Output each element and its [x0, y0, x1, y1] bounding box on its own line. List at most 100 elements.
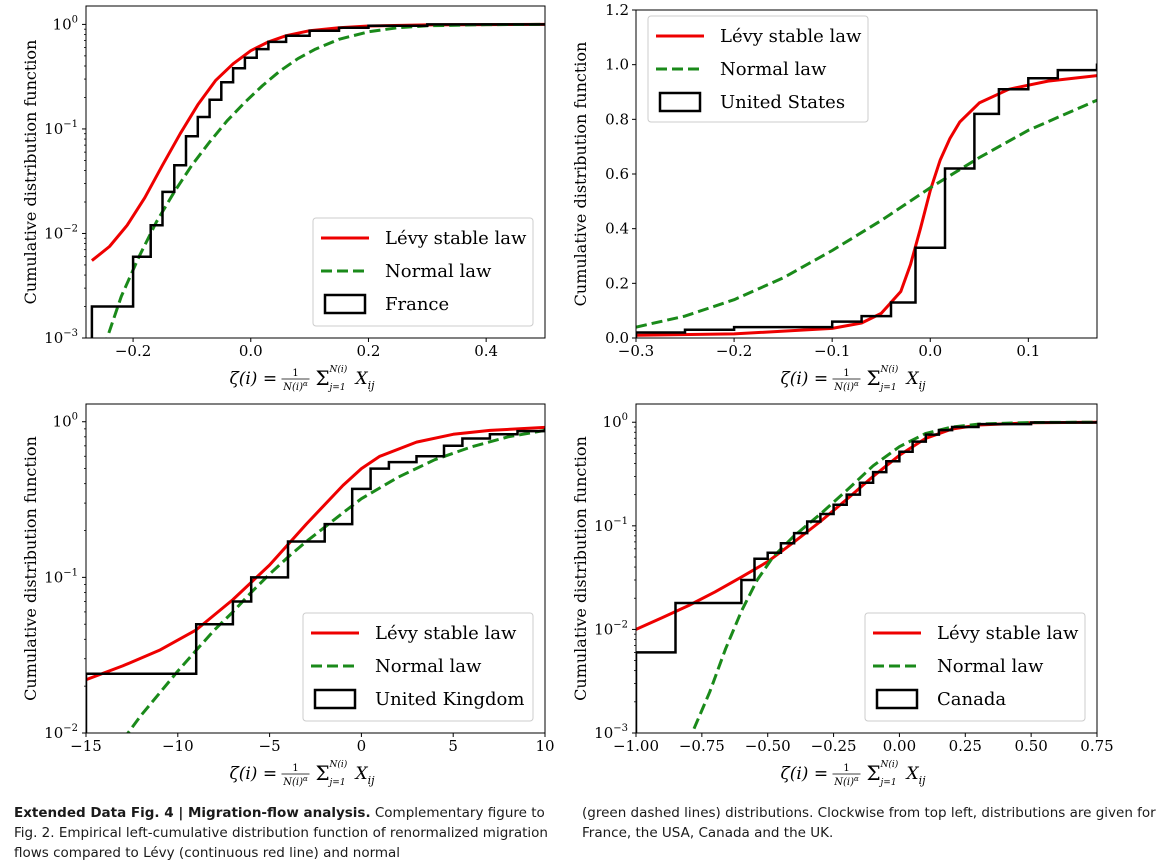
svg-text:N(i)α: N(i)α — [282, 775, 308, 788]
axes-frame — [635, 403, 1098, 734]
y-tick-label: 10−1 — [594, 516, 628, 535]
svg-text:N(i): N(i) — [880, 364, 899, 375]
y-tick-label: 0.8 — [605, 110, 629, 128]
x-tick-label: −15 — [70, 737, 102, 755]
x-tick-label: 0.0 — [918, 342, 942, 360]
svg-text:ζ(i) =: ζ(i) = — [230, 764, 278, 784]
x-tick-label: −0.50 — [745, 737, 791, 755]
legend-handle-empirical — [313, 688, 357, 710]
x-axis-label: ζ(i) = 1N(i)α Σ N(i) j=1 Xij — [230, 759, 376, 788]
y-tick-label: 0.2 — [605, 274, 629, 292]
axes-frame — [85, 5, 546, 339]
x-axis-label: ζ(i) = 1N(i)α Σ N(i) j=1 Xij — [230, 364, 376, 393]
svg-text:N(i): N(i) — [329, 759, 348, 770]
legend-label: Lévy stable law — [720, 26, 862, 47]
legend: Lévy stable law Normal law United States — [647, 15, 869, 123]
plot-area — [90, 22, 545, 338]
x-tick-label: −0.75 — [679, 737, 725, 755]
y-tick-label: 0.4 — [605, 220, 629, 238]
svg-text:Xij: Xij — [354, 369, 376, 392]
plot-area — [636, 63, 1097, 338]
plot-area — [636, 420, 1097, 733]
x-axis-label: ζ(i) = 1N(i)α Σ N(i) j=1 Xij — [781, 759, 927, 788]
x-tick-label: 0.0 — [239, 342, 263, 360]
svg-text:N(i)α: N(i)α — [282, 380, 308, 393]
legend-label: France — [385, 294, 449, 315]
y-axis-label: Cumulative distribution function — [21, 436, 40, 701]
legend-box — [864, 612, 1086, 722]
svg-text:ζ(i) =: ζ(i) = — [781, 369, 829, 389]
legend-label: Normal law — [937, 656, 1044, 677]
panel-bottom-right: −1.00 −0.75 −0.50 −0.25 0.00 0.25 0.50 0.75 10−3… — [571, 403, 1114, 788]
y-tick-label: 10−3 — [594, 723, 628, 742]
x-tick-label: 0 — [357, 737, 367, 755]
y-tick-label: 0.0 — [605, 329, 629, 347]
x-tick-label: −0.2 — [716, 342, 752, 360]
legend-label: Lévy stable law — [385, 228, 527, 249]
svg-text:j=1: j=1 — [328, 383, 346, 393]
caption-text-right: (green dashed lines) distributions. Cloc… — [582, 805, 1156, 841]
series-line-empirical — [636, 420, 1097, 733]
panel-bottom-left: −15 −10 −5 0 5 10 10−2 10−1 100 Cumulative distri… — [21, 403, 555, 788]
x-tick-label: 0.2 — [357, 342, 381, 360]
legend-handle-empirical — [875, 688, 919, 710]
svg-text:1: 1 — [292, 763, 298, 774]
legend-box — [312, 217, 534, 327]
series-line-empirical — [636, 63, 1097, 338]
x-tick-label: −0.1 — [814, 342, 850, 360]
series-line-levy — [636, 74, 1097, 337]
figure-caption-right: (green dashed lines) distributions. Cloc… — [582, 803, 1162, 843]
y-tick-label: 0.6 — [605, 165, 629, 183]
y-tick-label: 100 — [53, 14, 78, 33]
legend-label: Canada — [937, 689, 1006, 710]
y-tick-label: 10−2 — [44, 723, 78, 742]
figure-four-panel-cdf: −0.2 0.0 0.2 0.4 10−3 10−2 10−1 100 Cumulative d… — [21, 1, 1114, 788]
legend-label: Lévy stable law — [375, 623, 517, 644]
y-tick-label: 10−1 — [44, 567, 78, 586]
svg-text:Xij: Xij — [905, 764, 927, 787]
legend-box — [647, 15, 869, 123]
x-tick-label: −0.3 — [618, 342, 654, 360]
y-tick-label: 100 — [53, 412, 78, 431]
axes-frame — [85, 403, 546, 734]
series-line-normal — [636, 98, 1097, 329]
legend: Lévy stable law Normal law United Kingdom — [302, 612, 534, 722]
x-tick-label: 5 — [448, 737, 458, 755]
series-line-empirical — [86, 428, 545, 733]
series-line-empirical — [90, 23, 545, 338]
x-tick-label: −1.00 — [613, 737, 659, 755]
y-tick-label: 100 — [603, 412, 628, 431]
y-axis-label: Cumulative distribution function — [571, 42, 590, 307]
x-tick-label: 0.75 — [1080, 737, 1113, 755]
svg-text:j=1: j=1 — [879, 383, 897, 393]
x-tick-label: 0.00 — [883, 737, 916, 755]
x-tick-label: 0.4 — [474, 342, 498, 360]
caption-text-left: Complementary figure to Fig. 2. Empirica… — [14, 805, 548, 861]
y-axis-label: Cumulative distribution function — [21, 40, 40, 305]
svg-text:1: 1 — [843, 763, 849, 774]
svg-text:ζ(i) =: ζ(i) = — [230, 369, 278, 389]
panel-top-right: −0.3 −0.2 −0.1 0.0 0.1 0.0 0.2 0.4 0.6 0.8 1.0 1.2 C… — [571, 1, 1098, 393]
svg-text:1: 1 — [292, 368, 298, 379]
svg-text:j=1: j=1 — [879, 778, 897, 788]
legend-label: Normal law — [375, 656, 482, 677]
legend-handle-empirical — [658, 91, 702, 113]
svg-text:N(i)α: N(i)α — [833, 380, 859, 393]
svg-text:Σ: Σ — [316, 366, 330, 390]
series-line-normal — [105, 22, 545, 338]
svg-text:Xij: Xij — [905, 369, 927, 392]
x-tick-label: −0.25 — [811, 737, 857, 755]
x-tick-label: −10 — [162, 737, 194, 755]
y-tick-label: 1.2 — [605, 1, 629, 19]
y-tick-label: 10−1 — [44, 119, 78, 138]
legend-label: Normal law — [385, 261, 492, 282]
x-axis-label: ζ(i) = 1N(i)α Σ N(i) j=1 Xij — [781, 364, 927, 393]
x-tick-label: 0.50 — [1014, 737, 1047, 755]
svg-text:ζ(i) =: ζ(i) = — [781, 764, 829, 784]
svg-text:Σ: Σ — [316, 761, 330, 785]
legend-label: United Kingdom — [375, 689, 524, 710]
series-line-levy — [636, 420, 1097, 631]
figure-caption-left: Extended Data Fig. 4 | Migration-flow an… — [14, 803, 554, 863]
legend-label: United States — [720, 92, 845, 113]
x-tick-label: −5 — [259, 737, 281, 755]
